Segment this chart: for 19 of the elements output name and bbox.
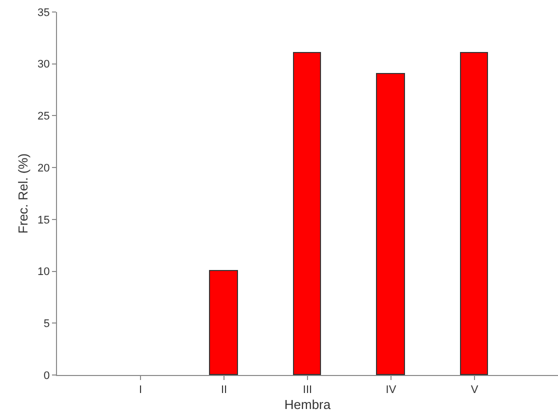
x-tick-label: I <box>138 384 142 396</box>
y-tick-label: 35 <box>38 6 50 19</box>
x-axis-title: Hembra <box>284 396 332 412</box>
x-tick-label: II <box>220 384 228 396</box>
x-tick-label: IV <box>386 384 397 396</box>
y-tick-label: 10 <box>38 266 50 278</box>
y-tick-label: 0 <box>44 370 50 382</box>
x-tick-label: III <box>302 384 312 396</box>
bar <box>376 73 405 375</box>
y-tick-label: 25 <box>38 110 50 123</box>
x-tick-label: V <box>470 384 479 396</box>
bar <box>460 52 488 375</box>
y-tick-label: 30 <box>38 58 50 71</box>
y-tick-label: 5 <box>44 318 50 330</box>
bar <box>293 52 321 375</box>
y-axis-title: Frec. Rel. (%) <box>16 153 30 234</box>
bar <box>209 270 238 375</box>
y-tick-label: 20 <box>38 162 50 174</box>
y-tick-label: 15 <box>38 214 50 226</box>
